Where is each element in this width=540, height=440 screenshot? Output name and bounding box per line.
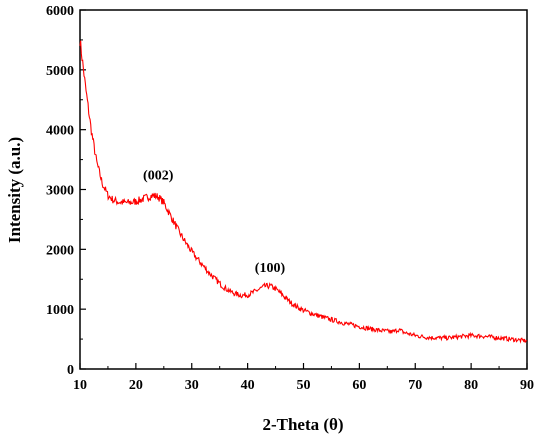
- annotations: (002) (100): [143, 168, 285, 276]
- x-tick-label: 80: [464, 378, 478, 393]
- y-tick-label: 5000: [46, 64, 74, 79]
- x-tick-label: 30: [185, 378, 199, 393]
- y-tick-label: 6000: [46, 4, 74, 19]
- x-tick-label: 60: [352, 378, 366, 393]
- x-tick-label: 70: [408, 378, 422, 393]
- plot-frame: [79, 9, 528, 370]
- peak-annotation: (100): [255, 261, 286, 276]
- peak-annotation: (002): [143, 168, 174, 183]
- x-tick-label: 90: [520, 378, 534, 393]
- y-tick-label: 4000: [46, 124, 74, 139]
- y-tick-label: 0: [67, 363, 74, 378]
- x-tick-label: 10: [73, 378, 87, 393]
- x-tick-label: 20: [129, 378, 143, 393]
- y-tick-label: 2000: [46, 243, 74, 258]
- y-axis-title: Intensity (a.u.): [5, 137, 24, 243]
- x-axis-ticks: 10 20 30 40 50 60 70 80 90: [73, 363, 534, 393]
- y-tick-label: 3000: [46, 184, 74, 199]
- y-tick-label: 1000: [46, 303, 74, 318]
- x-axis-title: 2-Theta (θ): [262, 415, 343, 434]
- xrd-series-line: [79, 40, 528, 344]
- x-tick-label: 40: [241, 378, 255, 393]
- x-tick-label: 50: [297, 378, 311, 393]
- series-layer: [79, 40, 528, 344]
